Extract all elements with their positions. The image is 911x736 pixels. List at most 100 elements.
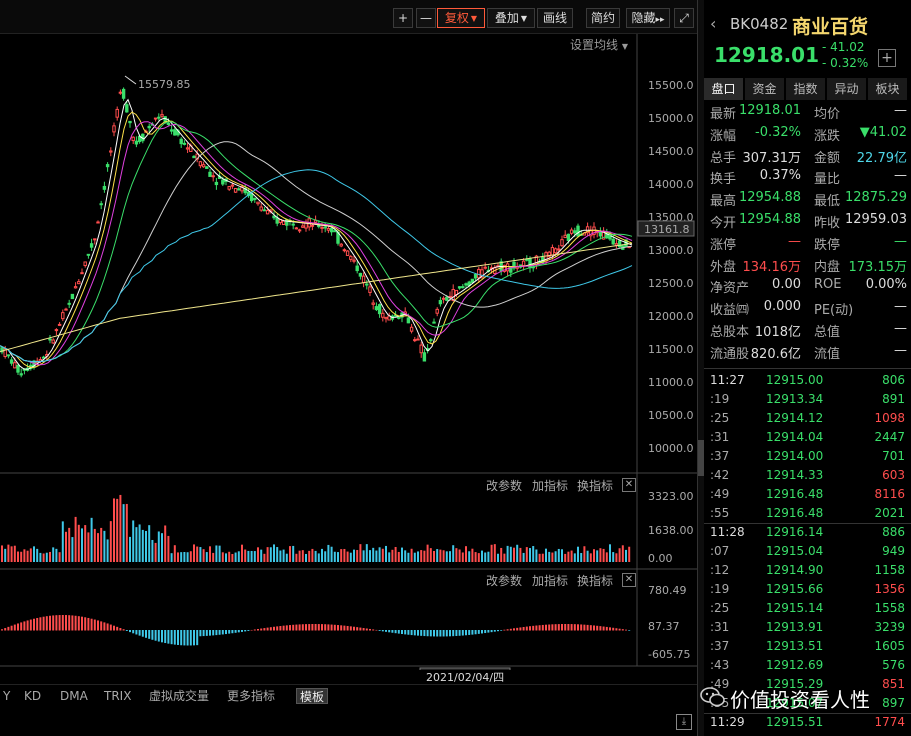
- tick-time: :25: [710, 411, 730, 425]
- tab-more-indicators[interactable]: 更多指标: [227, 689, 276, 703]
- candle-body: [598, 230, 603, 237]
- volume-bar: [183, 551, 186, 562]
- tick-volume: 3239: [874, 620, 905, 634]
- date-tick-label: 09: [200, 669, 214, 670]
- volume-bar: [196, 546, 199, 562]
- macd-bar: [289, 625, 291, 631]
- tab-indicator-virtual-volume[interactable]: 虚拟成交量: [149, 689, 210, 703]
- quote-label: 今开: [710, 216, 737, 231]
- candle-body: [301, 225, 305, 228]
- download-icon[interactable]: ⤓: [676, 714, 692, 730]
- volume-bar: [215, 545, 218, 562]
- macd-bar: [420, 630, 423, 636]
- candle-body: [169, 129, 174, 132]
- macd-bar: [471, 630, 474, 635]
- candle-body: [368, 286, 372, 293]
- macd-bar: [100, 621, 103, 631]
- volume-bar: [586, 550, 589, 562]
- volume-bar: [61, 521, 64, 562]
- splitter-grip[interactable]: [698, 440, 704, 476]
- hide-button[interactable]: 隐藏▸▸: [626, 8, 670, 28]
- volume-bar: [481, 550, 483, 562]
- tab-template[interactable]: 模板: [296, 688, 329, 704]
- zoom-out-button[interactable]: —: [416, 8, 436, 28]
- candle-body: [281, 220, 286, 226]
- volume-bar: [7, 544, 10, 562]
- volume-bar: [490, 544, 493, 562]
- tab-indicator-trix[interactable]: TRIX: [104, 689, 132, 703]
- tab-indicator-y[interactable]: Y: [3, 689, 11, 703]
- quote-value: 12875.29: [844, 190, 907, 206]
- close-icon[interactable]: ✕: [622, 573, 636, 587]
- candle-body: [115, 108, 119, 118]
- tab-indicator-kd[interactable]: KD: [24, 689, 42, 703]
- volume-add-indicator[interactable]: 加指标: [532, 479, 569, 493]
- quote-label: 流值: [814, 346, 841, 362]
- candle-body: [547, 251, 551, 257]
- volume-bar: [433, 550, 435, 562]
- macd-bars: [1, 615, 631, 646]
- quote-value: —: [894, 321, 907, 336]
- macd-bar: [333, 624, 336, 631]
- macd-switch-indicator[interactable]: 换指标: [577, 574, 614, 588]
- macd-bar: [449, 630, 451, 637]
- overlay-button[interactable]: 叠加 ▼: [487, 8, 535, 28]
- volume-bar: [356, 550, 359, 562]
- tab-order-book[interactable]: 盘口: [704, 78, 744, 100]
- macd-bar: [365, 628, 368, 631]
- volume-bar: [455, 548, 458, 562]
- macd-bar: [7, 626, 10, 631]
- volume-bar: [506, 545, 509, 562]
- volume-bar: [10, 546, 13, 562]
- macd-bar: [500, 630, 503, 631]
- tab-abnormal[interactable]: 异动: [827, 78, 867, 100]
- candle-body: [240, 186, 244, 192]
- fullscreen-button[interactable]: ⤢: [674, 8, 694, 28]
- candle-body: [227, 186, 231, 190]
- simple-mode-button[interactable]: 简约: [586, 8, 620, 28]
- macd-add-indicator[interactable]: 加指标: [532, 574, 569, 588]
- quote-value: -0.32%: [755, 124, 801, 140]
- macd-bar: [381, 630, 384, 632]
- stock-name: 商业百货: [792, 16, 869, 38]
- add-watchlist-button[interactable]: +: [878, 49, 896, 67]
- macd-bar: [266, 627, 269, 631]
- tab-capital[interactable]: 资金: [745, 78, 785, 100]
- adjust-rights-button[interactable]: 复权 ▼: [437, 8, 485, 28]
- volume-bar: [260, 549, 263, 562]
- tab-indicator-dma[interactable]: DMA: [60, 689, 88, 703]
- tick-volume: 851: [882, 677, 905, 691]
- volume-bar: [378, 547, 381, 562]
- close-icon[interactable]: ✕: [622, 478, 636, 492]
- macd-bar: [33, 618, 35, 631]
- candle-body: [64, 308, 68, 311]
- tab-sector[interactable]: 板块: [868, 78, 908, 100]
- volume-bar: [170, 553, 173, 562]
- macd-bar: [167, 630, 170, 644]
- kline-chart-svg[interactable]: 15500.015000.014500.014000.013500.013000…: [0, 34, 697, 670]
- chart-area[interactable]: 15500.0 15000.0 14500.0 14000.0 13500.0 13000…: [0, 34, 697, 684]
- chevron-left-icon[interactable]: ‹: [710, 14, 717, 33]
- ma-setting-menu[interactable]: 设置均线 ▼: [570, 36, 628, 53]
- tick-volume: 2021: [874, 506, 905, 520]
- quote-value: 134.16万: [742, 259, 802, 275]
- candle-body: [77, 281, 81, 285]
- volume-bar: [273, 544, 275, 562]
- volume-bar: [317, 553, 320, 562]
- volume-bar: [465, 546, 467, 562]
- volume-bar: [343, 548, 346, 562]
- volume-change-params[interactable]: 改参数: [486, 479, 523, 493]
- volume-switch-indicator[interactable]: 换指标: [577, 479, 614, 493]
- panel-splitter[interactable]: [697, 0, 704, 736]
- macd-change-params[interactable]: 改参数: [486, 574, 523, 588]
- zoom-in-button[interactable]: +: [393, 8, 413, 28]
- volume-bar: [1, 545, 3, 562]
- tab-index[interactable]: 指数: [786, 78, 826, 100]
- volume-bar: [535, 549, 538, 562]
- candle-body: [521, 260, 526, 267]
- macd-bar: [106, 623, 109, 631]
- macd-bar: [122, 629, 125, 631]
- macd-bar: [145, 630, 147, 638]
- macd-bar: [404, 630, 407, 635]
- draw-line-button[interactable]: 画线: [537, 8, 573, 28]
